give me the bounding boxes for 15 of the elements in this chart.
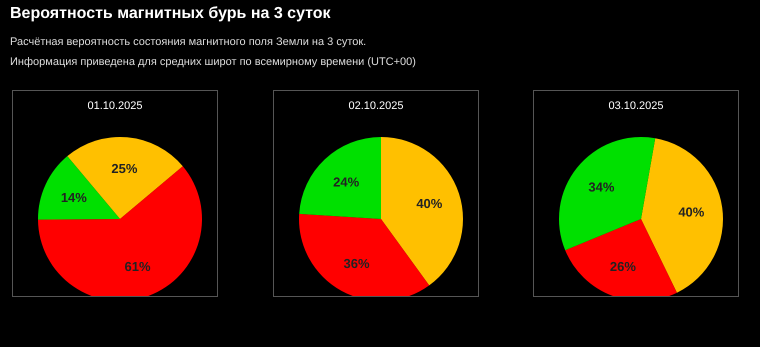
- text: Информация приведена для средних широт по всемирному времени (UTC+00): [10, 56, 416, 68]
- chart-title: 02.10.2025: [348, 100, 404, 112]
- data-label: 40%: [416, 196, 442, 211]
- text: Вероятность магнитных бурь на 3 суток: [10, 5, 331, 23]
- data-label: 61%: [124, 259, 151, 274]
- data-label: 26%: [610, 259, 636, 274]
- data-label: 40%: [678, 204, 705, 220]
- data-label: 14%: [60, 190, 88, 206]
- data-label: 36%: [342, 256, 370, 272]
- data-label: 24%: [332, 174, 360, 190]
- chart-title: 03.10.2025: [608, 100, 664, 112]
- data-label: 25%: [111, 160, 138, 176]
- data-label: 34%: [588, 180, 615, 195]
- text: Расчётная вероятность состояния магнитного поля Земли на 3 суток.: [10, 36, 366, 48]
- chart-title: 01.10.2025: [87, 100, 143, 112]
